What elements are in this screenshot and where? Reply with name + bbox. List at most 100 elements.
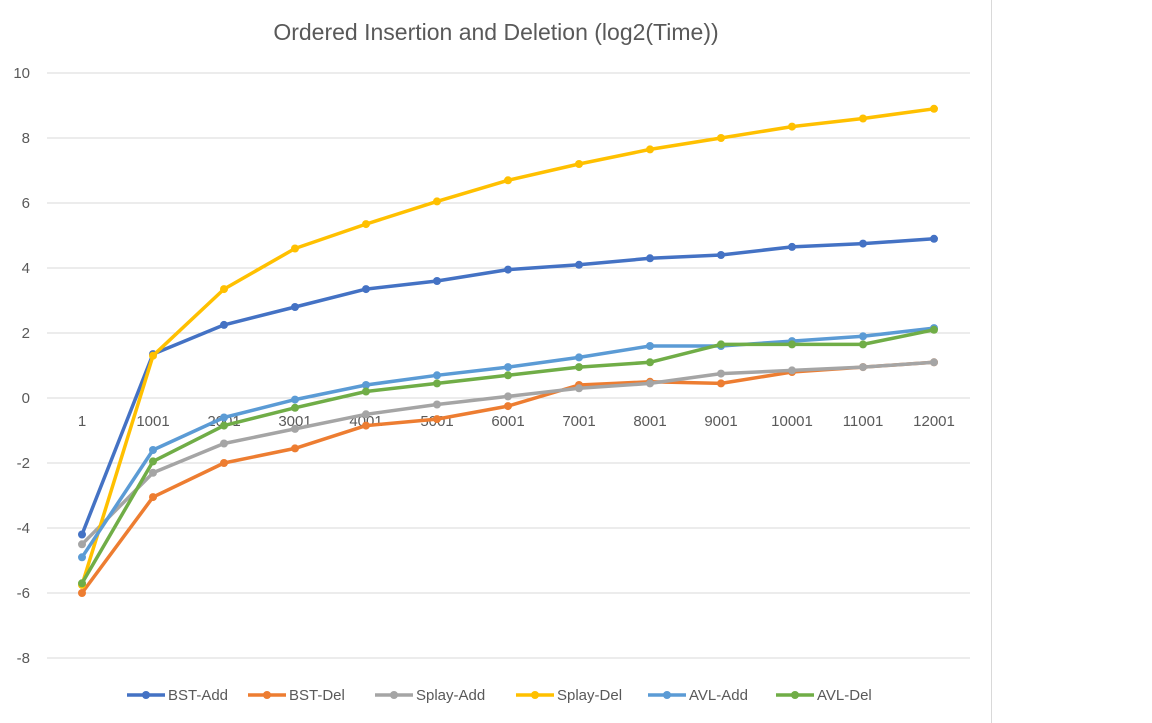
legend-item: BST-Add	[127, 687, 228, 704]
data-point	[575, 363, 583, 372]
x-tick-label: 7001	[562, 413, 595, 430]
data-point	[78, 579, 86, 588]
data-point	[433, 415, 441, 424]
data-point	[930, 325, 938, 334]
y-tick-label: 8	[22, 130, 30, 147]
data-point	[362, 421, 370, 430]
legend-item: Splay-Del	[516, 687, 622, 704]
data-point	[575, 160, 583, 168]
data-point	[149, 351, 157, 360]
legend-label: AVL-Add	[689, 687, 748, 704]
legend-item: BST-Del	[248, 687, 345, 704]
data-point	[433, 277, 441, 285]
data-point	[788, 122, 796, 131]
x-tick-label: 1001	[136, 413, 169, 430]
data-point	[646, 145, 654, 154]
series-lines	[78, 104, 938, 597]
legend-item: AVL-Del	[776, 687, 872, 704]
series-splay-add	[78, 358, 938, 549]
y-tick-label: -4	[17, 520, 30, 537]
y-axis-tick-labels: -8 -6 -4 -2 0 2 4 6 8 10	[13, 65, 30, 667]
data-point	[504, 363, 512, 372]
series-splay-del	[78, 104, 938, 589]
legend-label: BST-Del	[289, 687, 345, 704]
data-point	[291, 403, 299, 412]
data-point	[930, 358, 938, 367]
data-point	[220, 413, 228, 422]
data-point	[362, 220, 370, 229]
y-tick-label: 4	[22, 260, 30, 277]
legend-marker	[390, 691, 398, 699]
legend-label: AVL-Del	[817, 687, 872, 704]
series-line	[80, 237, 936, 537]
legend-marker	[663, 691, 671, 699]
data-point	[291, 244, 299, 253]
data-point	[717, 251, 725, 259]
legend-label: Splay-Del	[557, 687, 622, 704]
data-point	[646, 358, 654, 367]
data-point	[575, 384, 583, 393]
data-point	[433, 371, 441, 380]
data-point	[362, 381, 370, 389]
data-point	[930, 104, 938, 113]
chart-title: Ordered Insertion and Deletion (log2(Tim…	[273, 19, 718, 45]
legend-marker	[142, 691, 150, 699]
data-point	[362, 285, 370, 294]
y-tick-label: 6	[22, 195, 30, 212]
data-point	[859, 363, 867, 372]
x-axis-tick-labels: 1100120013001400150016001700180019001100…	[78, 413, 955, 430]
x-tick-label: 11001	[843, 413, 884, 430]
data-point	[646, 379, 654, 388]
data-point	[575, 260, 583, 269]
data-point	[859, 114, 867, 123]
data-point	[149, 468, 157, 477]
data-point	[220, 439, 228, 448]
data-point	[859, 332, 867, 341]
x-tick-label: 1	[78, 413, 86, 430]
data-point	[646, 342, 654, 350]
legend-marker	[263, 691, 271, 699]
data-point	[291, 444, 299, 453]
series-avl-del	[78, 325, 938, 588]
x-tick-label: 8001	[633, 413, 666, 430]
data-point	[717, 340, 725, 349]
data-point	[788, 242, 796, 251]
data-point	[220, 421, 228, 430]
data-point	[149, 446, 157, 454]
data-point	[788, 340, 796, 349]
data-point	[646, 254, 654, 263]
data-point	[78, 553, 86, 562]
data-point	[504, 265, 512, 274]
x-tick-label: 9001	[704, 413, 737, 430]
y-tick-label: 2	[22, 325, 30, 342]
series-line	[80, 360, 936, 547]
x-tick-label: 6001	[491, 413, 524, 430]
data-point	[504, 371, 512, 380]
data-point	[859, 340, 867, 349]
data-point	[291, 424, 299, 433]
data-point	[291, 395, 299, 404]
x-tick-label: 12001	[913, 413, 955, 430]
legend-marker	[791, 691, 799, 699]
data-point	[504, 402, 512, 411]
y-tick-label: 10	[13, 65, 30, 82]
legend-label: BST-Add	[168, 687, 228, 704]
y-tick-label: -2	[17, 455, 30, 472]
legend-label: Splay-Add	[416, 687, 485, 704]
series-line	[80, 326, 936, 560]
data-point	[149, 457, 157, 466]
data-point	[220, 285, 228, 294]
data-point	[78, 540, 86, 549]
legend-marker	[531, 691, 539, 699]
y-tick-label: -6	[17, 585, 30, 602]
legend-item: Splay-Add	[375, 687, 485, 704]
data-point	[220, 459, 228, 467]
series-avl-add	[78, 324, 938, 562]
chart-area: Ordered Insertion and Deletion (log2(Tim…	[13, 0, 992, 723]
y-tick-label: -8	[17, 650, 30, 667]
data-point	[362, 410, 370, 419]
data-point	[717, 379, 725, 388]
data-point	[433, 379, 441, 388]
x-tick-label: 10001	[771, 413, 813, 430]
data-point	[504, 176, 512, 185]
